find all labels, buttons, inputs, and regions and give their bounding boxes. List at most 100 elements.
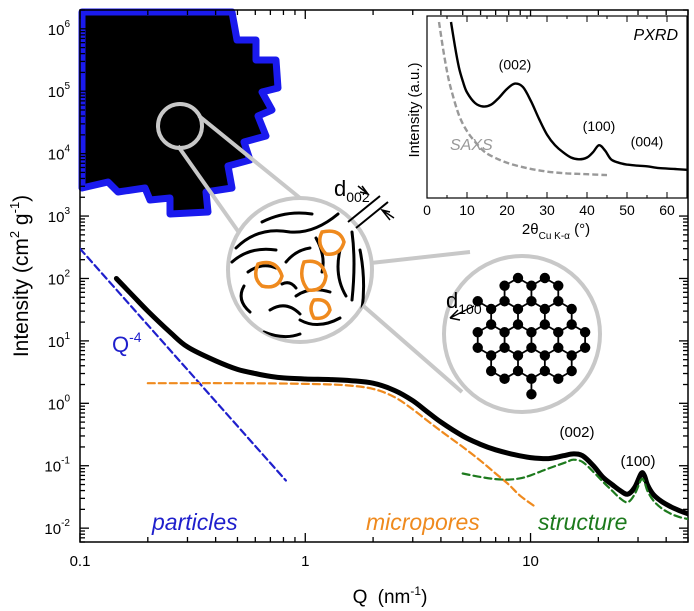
hexagonal-lattice bbox=[472, 272, 591, 400]
inset-x-tick-label: 10 bbox=[459, 202, 475, 218]
graphene-sheet bbox=[239, 284, 252, 314]
d100-arrow bbox=[449, 305, 475, 321]
zoom-line-upper bbox=[197, 114, 302, 200]
lattice-atom bbox=[579, 327, 591, 338]
inset-peak-label: (004) bbox=[631, 133, 664, 149]
inset-peak-labels: (002) (100) (004) bbox=[499, 57, 664, 150]
lattice-atom bbox=[499, 327, 510, 338]
graphene-sheet bbox=[280, 281, 298, 290]
inset-x-tick-label: 50 bbox=[619, 202, 635, 218]
lattice-atom bbox=[485, 319, 497, 330]
lattice-atom bbox=[499, 342, 510, 353]
d002-arrow bbox=[380, 208, 395, 221]
y-tick-base: 10 bbox=[48, 209, 65, 226]
x-tick-label: 1 bbox=[301, 553, 309, 570]
micropore bbox=[300, 259, 328, 292]
y-tick-label: 106 bbox=[48, 19, 71, 39]
q4-label-base: Q bbox=[112, 332, 129, 357]
lattice-atom bbox=[526, 327, 537, 338]
d002-base: d bbox=[334, 176, 346, 201]
y-tick-exp: -1 bbox=[61, 456, 70, 467]
inset-peak-label: (100) bbox=[583, 118, 616, 134]
y-tick-base: 10 bbox=[48, 396, 65, 413]
d002-sheet-line bbox=[347, 195, 381, 223]
inset-x-tick-label: 40 bbox=[579, 202, 595, 218]
structure-label: structure bbox=[538, 509, 627, 535]
lattice-atom bbox=[499, 373, 510, 384]
y-tick-label: 100 bbox=[48, 393, 71, 413]
series-structure-line bbox=[461, 458, 688, 521]
lattice-atom bbox=[512, 365, 524, 377]
peak-100-label: (100) bbox=[620, 453, 655, 470]
lattice-atom bbox=[512, 350, 524, 361]
y-tick-label: 105 bbox=[48, 81, 71, 101]
y-tick-label: 10-2 bbox=[44, 518, 70, 538]
lattice-atom bbox=[553, 342, 564, 353]
series-measured-line bbox=[113, 276, 688, 517]
lattice-illustration: d100 bbox=[442, 254, 602, 414]
x-tick-labels: 0.1 1 10 bbox=[70, 553, 539, 570]
graphene-sheet bbox=[350, 230, 356, 302]
lattice-atom bbox=[526, 389, 537, 400]
lattice-atom bbox=[472, 327, 483, 338]
y-axis-title-exp2: -1 bbox=[7, 202, 22, 214]
lattice-atom bbox=[485, 365, 497, 377]
micropore bbox=[254, 260, 284, 289]
main-plot-frame bbox=[79, 9, 689, 543]
lattice-atom bbox=[512, 303, 524, 315]
graphene-sheet bbox=[358, 248, 366, 312]
lattice-atom bbox=[566, 319, 577, 330]
inset-background bbox=[427, 16, 687, 198]
lattice-atom bbox=[553, 327, 564, 338]
q4-label: Q-4 bbox=[112, 329, 142, 357]
x-axis-title: Q (nm-1) bbox=[353, 584, 428, 608]
inset-frame bbox=[426, 15, 688, 199]
lattice-atom bbox=[553, 296, 564, 307]
lattice-atom bbox=[472, 296, 483, 307]
inset-x-tick-label: 20 bbox=[499, 202, 515, 218]
inset-x-title-pre: 2θ bbox=[522, 221, 539, 238]
micropore bbox=[309, 297, 332, 321]
lattice-atom bbox=[512, 319, 524, 330]
inset-x-tick-label: 30 bbox=[539, 202, 555, 218]
inset-ticks: 0 10 20 30 40 50 60 bbox=[423, 16, 688, 218]
graphene-sheet bbox=[234, 212, 340, 250]
y-tick-exp: 3 bbox=[64, 206, 70, 217]
y-tick-base: 10 bbox=[48, 84, 65, 101]
inset-y-title: Intensity (a.u.) bbox=[406, 62, 423, 157]
y-tick-exp: 0 bbox=[64, 393, 70, 404]
particle-blob bbox=[78, 8, 282, 218]
y-tick-base: 10 bbox=[48, 147, 65, 164]
inset-x-title: 2θCu K-α (°) bbox=[522, 221, 590, 242]
lattice-atom bbox=[499, 280, 510, 291]
d100-base: d bbox=[446, 288, 458, 313]
y-tick-base: 10 bbox=[44, 459, 61, 476]
d002-sub: 002 bbox=[346, 189, 370, 205]
lattice-atom bbox=[579, 342, 591, 353]
micropore-illustration bbox=[226, 196, 374, 344]
inset-series-pxrd-line bbox=[449, 21, 687, 171]
lattice-atom bbox=[566, 350, 577, 361]
inset-title: PXRD bbox=[634, 27, 679, 44]
y-axis-title-close: ) bbox=[10, 195, 33, 202]
y-axis-title-mid: g bbox=[10, 213, 33, 231]
inset-x-tick-label: 60 bbox=[659, 202, 675, 218]
inset-saxs-label: SAXS bbox=[450, 137, 493, 154]
lattice-atom bbox=[539, 272, 551, 284]
d002-arrow bbox=[357, 185, 370, 196]
d002-label: d002 bbox=[334, 176, 370, 205]
series-particles-line bbox=[80, 247, 287, 482]
inset-x-title-post: (°) bbox=[570, 221, 590, 238]
y-tick-exp: 1 bbox=[64, 331, 70, 342]
y-tick-label: 102 bbox=[48, 268, 71, 288]
y-tick-base: 10 bbox=[44, 521, 61, 538]
lattice-atom bbox=[526, 280, 537, 291]
lattice-atom bbox=[526, 373, 537, 384]
x-axis-title-unit-close: ) bbox=[421, 587, 427, 608]
y-tick-exp: -2 bbox=[61, 518, 70, 529]
x-axis-title-q: Q bbox=[353, 587, 368, 608]
micropore bbox=[318, 229, 346, 256]
lattice-circle bbox=[442, 254, 602, 414]
